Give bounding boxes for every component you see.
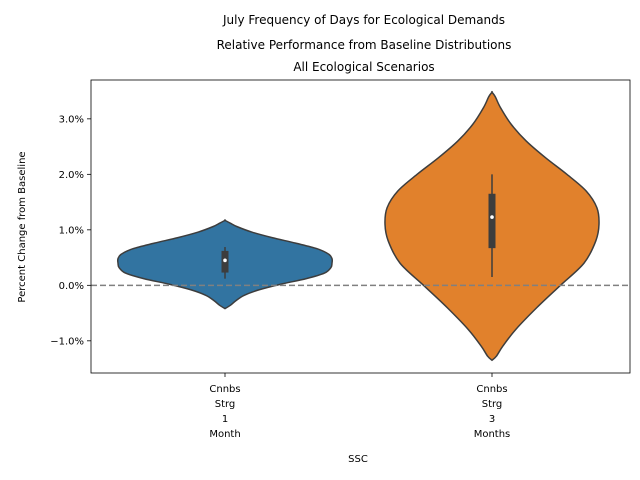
chart-title: July Frequency of Days for Ecological De…	[217, 13, 512, 74]
y-tick-label: −1.0%	[50, 336, 84, 347]
title-line-3: All Ecological Scenarios	[293, 60, 434, 74]
x-tick-label: 3	[489, 414, 495, 425]
y-tick-label: 0.0%	[59, 281, 84, 292]
median-dot-1	[223, 258, 227, 263]
x-tick-label: Cnnbs	[209, 384, 240, 395]
title-line-1: July Frequency of Days for Ecological De…	[222, 13, 505, 27]
violin-group-2	[384, 90, 600, 362]
x-tick-label: Strg	[215, 399, 236, 410]
x-tick-label: Strg	[482, 399, 503, 410]
plot-frame	[90, 79, 631, 374]
iqr-box-2	[488, 193, 496, 249]
median-dot-2	[490, 215, 494, 219]
y-tick-label: 3.0%	[59, 114, 84, 125]
x-axis-label: SSC	[348, 454, 368, 465]
x-tick-label: Months	[474, 429, 511, 440]
y-tick-label: 2.0%	[59, 170, 84, 181]
y-axis-label: Percent Change from Baseline	[17, 151, 28, 302]
x-tick-label: 1	[222, 414, 228, 425]
title-line-2: Relative Performance from Baseline Distr…	[217, 38, 512, 52]
plot-area: −1.0% 0.0% 1.0% 2.0% 3.0% Cnnbs Strg 1 Month Cnnb…	[50, 79, 631, 440]
x-tick-label: Cnnbs	[476, 384, 507, 395]
x-tick-label: Month	[209, 429, 240, 440]
violin-group-1	[116, 219, 334, 310]
y-tick-label: 1.0%	[59, 225, 84, 236]
